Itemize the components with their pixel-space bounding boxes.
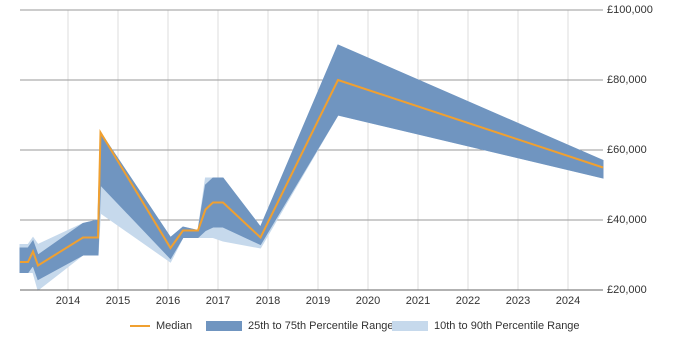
x-tick-label: 2019 <box>306 295 330 307</box>
y-tick-label: £100,000 <box>607 4 653 16</box>
x-tick-label: 2016 <box>156 295 180 307</box>
legend-label: 25th to 75th Percentile Range <box>248 320 394 332</box>
x-tick-label: 2022 <box>456 295 480 307</box>
y-tick-label: £80,000 <box>607 74 647 86</box>
legend-label: Median <box>156 320 192 332</box>
legend-label: 10th to 90th Percentile Range <box>434 320 580 332</box>
y-tick-label: £40,000 <box>607 214 647 226</box>
legend-swatch <box>392 321 428 331</box>
x-tick-label: 2023 <box>506 295 530 307</box>
x-tick-label: 2017 <box>206 295 230 307</box>
x-tick-label: 2014 <box>56 295 80 307</box>
median-line <box>20 78 604 268</box>
x-tick-label: 2015 <box>106 295 130 307</box>
x-tick-label: 2024 <box>556 295 580 307</box>
y-tick-label: £60,000 <box>607 144 647 156</box>
x-tick-label: 2018 <box>256 295 280 307</box>
x-tick-label: 2020 <box>356 295 380 307</box>
legend-swatch <box>206 321 242 331</box>
x-tick-label: 2021 <box>406 295 430 307</box>
y-tick-label: £20,000 <box>607 284 647 296</box>
